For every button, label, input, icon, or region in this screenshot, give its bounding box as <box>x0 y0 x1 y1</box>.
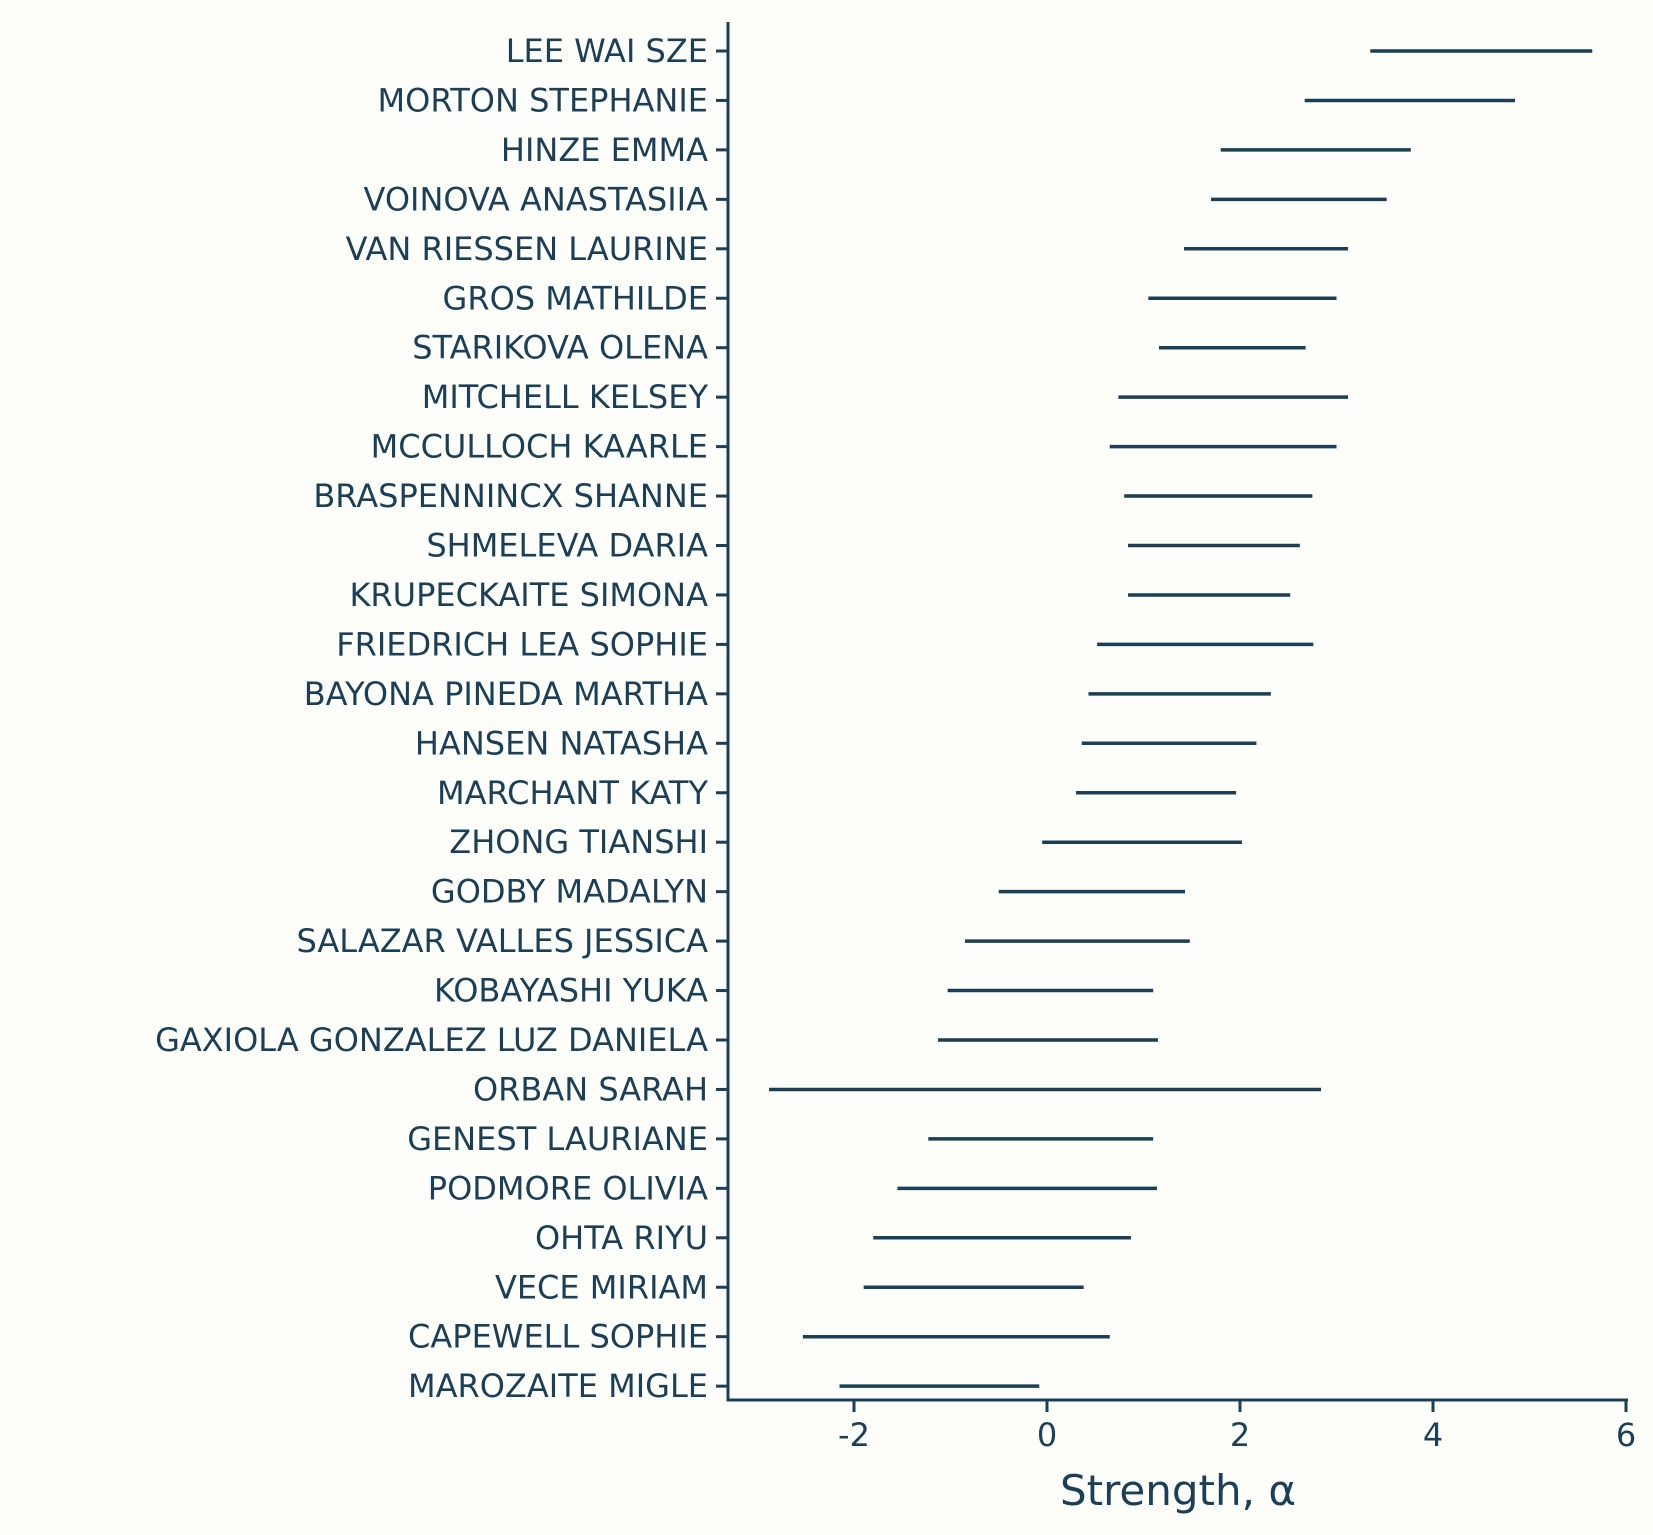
y-tick-label: BRASPENNINCX SHANNE <box>313 477 708 515</box>
y-tick-label: GAXIOLA GONZALEZ LUZ DANIELA <box>155 1021 708 1059</box>
y-tick-label: KOBAYASHI YUKA <box>434 972 708 1010</box>
x-tick-label: -2 <box>838 1416 870 1454</box>
y-tick-label: MAROZAITE MIGLE <box>408 1367 708 1405</box>
y-tick-label: SALAZAR VALLES JESSICA <box>296 922 708 960</box>
y-tick-label: MORTON STEPHANIE <box>378 81 708 119</box>
plot-area <box>769 49 1593 1388</box>
y-tick-label: FRIEDRICH LEA SOPHIE <box>336 625 708 663</box>
y-tick-label: MITCHELL KELSEY <box>422 378 709 416</box>
y-tick-label: CAPEWELL SOPHIE <box>408 1318 708 1356</box>
x-axis-ticks: -2 0 2 4 6 <box>838 1400 1636 1454</box>
y-tick-label: VECE MIRIAM <box>495 1268 708 1306</box>
x-tick-label: 6 <box>1616 1416 1636 1454</box>
y-tick-label: GROS MATHILDE <box>443 279 708 317</box>
y-tick-label: MCCULLOCH KAARLE <box>371 428 708 466</box>
y-tick-label: ORBAN SARAH <box>473 1070 708 1108</box>
y-tick-label: VOINOVA ANASTASIIA <box>364 180 709 218</box>
y-tick-label: GODBY MADALYN <box>431 873 708 911</box>
y-tick-label: BAYONA PINEDA MARTHA <box>304 675 708 713</box>
y-tick-label: PODMORE OLIVIA <box>428 1169 708 1207</box>
y-tick-label: ZHONG TIANSHI <box>449 823 708 861</box>
y-tick-label: MARCHANT KATY <box>437 774 708 812</box>
y-tick-label: HANSEN NATASHA <box>415 724 708 762</box>
y-tick-label: GENEST LAURIANE <box>407 1120 708 1158</box>
x-tick-label: 0 <box>1037 1416 1057 1454</box>
y-tick-label: VAN RIESSEN LAURINE <box>346 230 708 268</box>
y-tick-label: KRUPECKAITE SIMONA <box>349 576 708 614</box>
y-tick-label: HINZE EMMA <box>501 131 708 169</box>
y-tick-label: SHMELEVA DARIA <box>426 527 708 565</box>
x-axis-title: Strength, α <box>1060 1466 1296 1515</box>
x-tick-label: 4 <box>1423 1416 1443 1454</box>
y-tick-label: STARIKOVA OLENA <box>412 329 708 367</box>
x-tick-label: 2 <box>1230 1416 1250 1454</box>
y-axis-ticks: LEE WAI SZE MORTON STEPHANIE HINZE EMMA VOI… <box>155 32 728 1405</box>
y-tick-label: LEE WAI SZE <box>506 32 708 70</box>
y-tick-label: OHTA RIYU <box>535 1219 708 1257</box>
